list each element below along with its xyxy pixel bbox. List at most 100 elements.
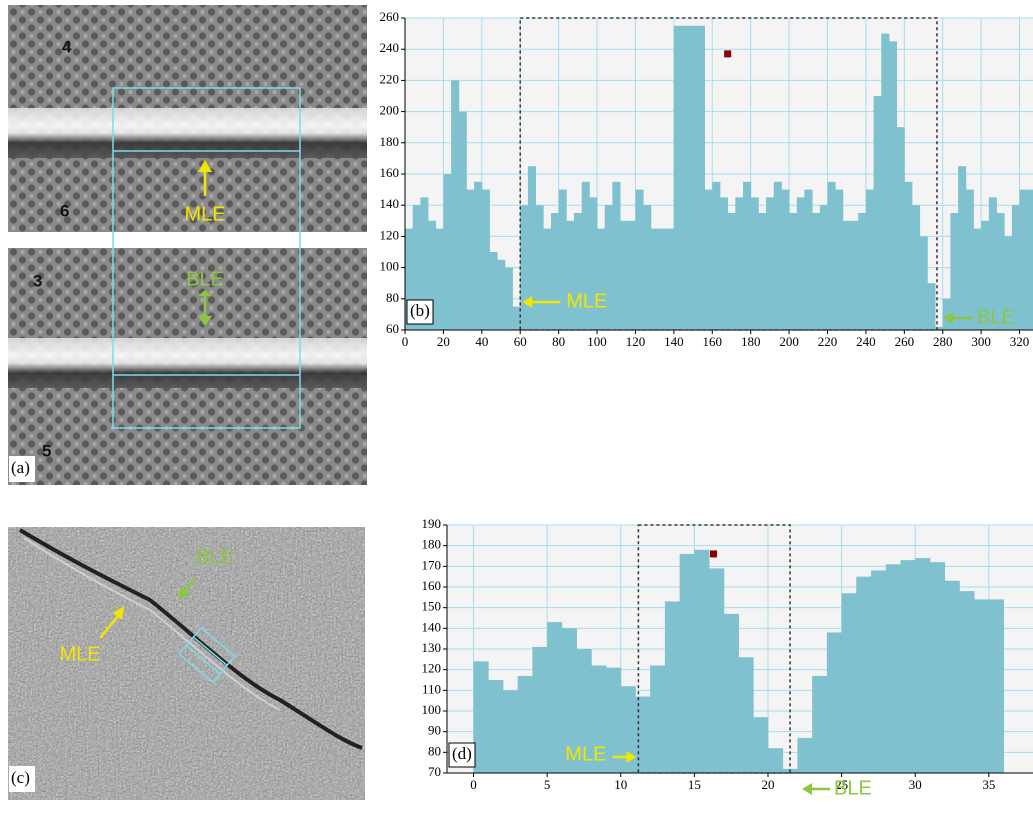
bar	[512, 306, 521, 330]
bar	[664, 601, 681, 773]
x-tick-label: 120	[626, 334, 646, 349]
x-tick-label: 280	[933, 334, 953, 349]
bar	[842, 220, 851, 330]
x-tick-label: 320	[1010, 334, 1030, 349]
x-tick-label: 300	[971, 334, 991, 349]
bar	[712, 181, 721, 330]
bar	[520, 205, 529, 330]
x-tick-label: 100	[587, 334, 607, 349]
bar	[561, 628, 577, 773]
chart: 60 80 100 120 140 160 180 200 220 240 260 0 20 40 60 80…	[380, 9, 1033, 349]
bar	[679, 553, 695, 773]
y-tick-label: 200	[380, 103, 400, 118]
bar	[420, 197, 429, 330]
bar	[850, 220, 859, 330]
bar	[604, 205, 613, 330]
x-tick-label: 180	[741, 334, 761, 349]
marker	[724, 50, 732, 58]
bar	[827, 181, 836, 330]
x-tick-label: 15	[688, 777, 701, 792]
bar	[804, 189, 813, 330]
y-tick-label: 140	[380, 196, 400, 211]
y-tick-label: 100	[380, 259, 400, 274]
bar	[597, 228, 606, 330]
annotation: BLE	[834, 777, 872, 799]
bar	[773, 181, 782, 330]
bar	[1004, 236, 1013, 330]
bar	[473, 661, 489, 773]
bar	[750, 197, 759, 330]
annotation: BLE	[186, 268, 224, 290]
bar	[550, 213, 560, 330]
bar	[547, 622, 563, 773]
y-tick-label: 150	[422, 599, 442, 614]
bar	[929, 562, 946, 773]
y-tick-label: 180	[380, 134, 400, 149]
bar	[591, 665, 607, 773]
x-tick-label: 240	[856, 334, 876, 349]
selection-box	[519, 17, 938, 331]
x-tick-label: 25	[835, 777, 848, 792]
bar	[481, 189, 490, 330]
region-number: 5	[42, 441, 51, 460]
bar	[635, 696, 651, 773]
annotation: BLE	[196, 546, 234, 568]
y-tick-label: 180	[422, 537, 442, 552]
annotation: MLE	[566, 290, 607, 312]
y-tick-label: 120	[422, 661, 442, 676]
bar	[981, 220, 990, 330]
y-tick-label: 80	[386, 290, 399, 305]
bar	[606, 667, 622, 773]
bar	[781, 189, 790, 330]
bar	[996, 213, 1005, 330]
x-tick-label: 0	[470, 777, 477, 792]
bar	[885, 564, 901, 773]
bar	[527, 166, 536, 330]
bar	[566, 220, 575, 330]
x-tick-label: 20	[761, 777, 774, 792]
panel-label: (c)	[11, 768, 30, 787]
y-tick-label: 120	[380, 227, 400, 242]
x-tick-label: 5	[544, 777, 551, 792]
bar	[681, 25, 690, 330]
bar	[635, 189, 644, 330]
bar	[1027, 189, 1033, 330]
bar	[650, 665, 666, 773]
bar	[689, 25, 698, 330]
bar	[841, 593, 857, 773]
bar	[612, 181, 621, 330]
bar	[797, 737, 813, 773]
chart: 70 80 90 100 110 120 130 140 150 160 170 180 190 0 5 10…	[422, 516, 1033, 799]
bar	[743, 181, 752, 330]
bar	[412, 205, 421, 330]
bar	[719, 197, 729, 330]
marker	[709, 550, 717, 558]
bar	[497, 259, 506, 330]
bar	[871, 570, 887, 773]
bar	[627, 220, 636, 330]
bar	[919, 236, 928, 330]
panel-label: (a)	[11, 458, 30, 477]
bar	[735, 197, 744, 330]
bar	[950, 213, 959, 330]
region-number: 3	[33, 271, 42, 290]
y-tick-label: 80	[428, 743, 441, 758]
x-tick-label: 40	[475, 334, 488, 349]
bar	[1011, 205, 1020, 330]
bar	[988, 599, 1004, 773]
y-tick-label: 160	[380, 165, 400, 180]
bar	[796, 197, 805, 330]
y-tick-label: 260	[380, 9, 400, 24]
bar	[835, 189, 844, 330]
bar	[865, 189, 874, 330]
bar	[576, 649, 592, 773]
bar	[988, 197, 997, 330]
bar	[466, 189, 475, 330]
bar	[912, 205, 921, 330]
x-tick-label: 200	[779, 334, 799, 349]
bar	[856, 576, 872, 773]
bar	[974, 599, 990, 773]
bar	[738, 657, 754, 773]
y-tick-label: 220	[380, 71, 400, 86]
bar	[704, 189, 713, 330]
